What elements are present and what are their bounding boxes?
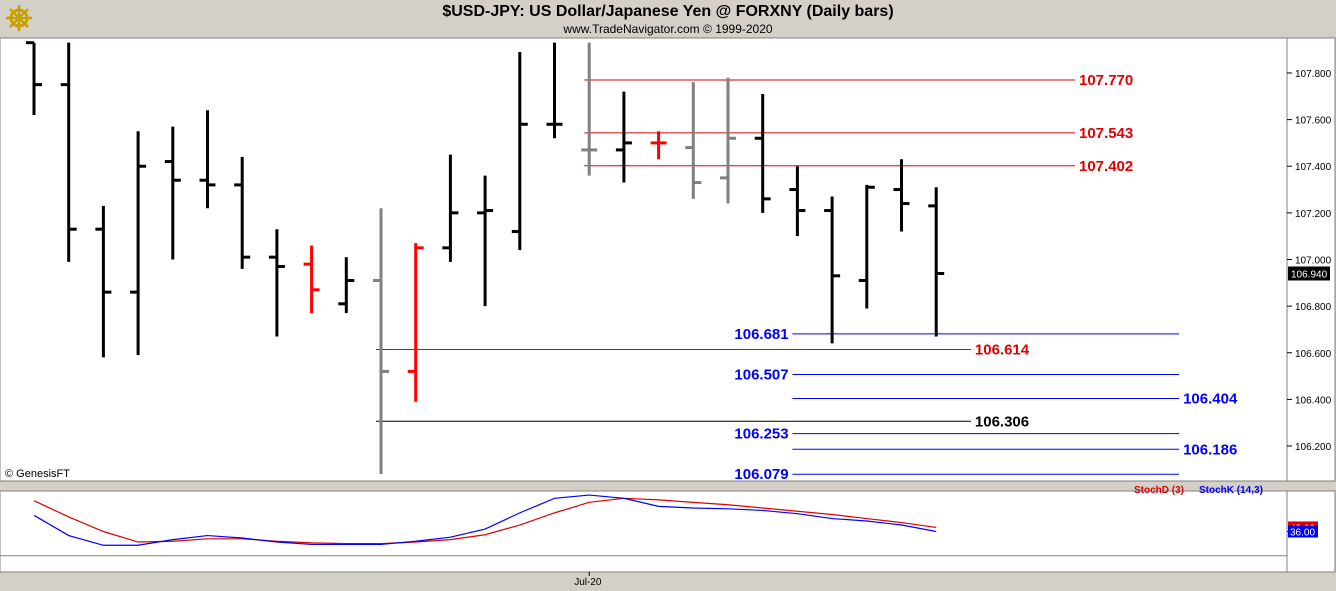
- y-tick-label: 107.200: [1295, 209, 1332, 220]
- legend-stochd: StochD (3): [1134, 485, 1184, 496]
- y-tick-label: 107.400: [1295, 162, 1332, 173]
- level-label: 107.770: [1079, 72, 1133, 89]
- level-label: 106.404: [1183, 390, 1238, 407]
- stoch-series-line: [33, 497, 937, 545]
- level-label: 107.543: [1079, 125, 1133, 142]
- y-tick-label: 106.800: [1295, 302, 1332, 313]
- price-panel: [0, 37, 1288, 482]
- ship-wheel-logo-icon: [6, 5, 32, 31]
- last-price-box: [1288, 266, 1330, 281]
- level-label: 106.681: [734, 326, 788, 343]
- chart-subtitle: www.TradeNavigator.com © 1999-2020: [563, 22, 773, 36]
- y-tick-label: 107.800: [1295, 69, 1332, 80]
- level-label: 106.186: [1183, 441, 1237, 458]
- copyright-text: © GenesisFT: [5, 468, 70, 480]
- stoch-last-label: 36.00: [1290, 528, 1315, 539]
- level-label: 106.614: [975, 341, 1030, 358]
- y-tick-label: 107.600: [1295, 116, 1332, 127]
- legend-stochk: StochK (14,3): [1199, 485, 1263, 496]
- level-label: 106.507: [734, 366, 788, 383]
- y-tick-label: 106.200: [1295, 442, 1332, 453]
- last-price-label: 106.940: [1291, 269, 1328, 280]
- x-tick-label: Jul-20: [574, 577, 602, 588]
- level-label: 106.079: [734, 466, 788, 483]
- y-tick-label: 106.600: [1295, 349, 1332, 360]
- chart-title: $USD-JPY: US Dollar/Japanese Yen @ FORXN…: [442, 3, 894, 20]
- stoch-last-box: [1288, 525, 1318, 538]
- price-axis: [1286, 37, 1336, 482]
- stoch-series-line: [33, 494, 937, 546]
- oscillator-panel: [0, 490, 1288, 573]
- y-tick-label: 106.400: [1295, 395, 1332, 406]
- level-label: 106.253: [734, 426, 788, 443]
- chart-header: $USD-JPY: US Dollar/Japanese Yen @ FORXN…: [0, 0, 1336, 38]
- level-label: 106.306: [975, 413, 1029, 430]
- level-label: 107.402: [1079, 158, 1133, 175]
- y-tick-label: 107.000: [1295, 256, 1332, 267]
